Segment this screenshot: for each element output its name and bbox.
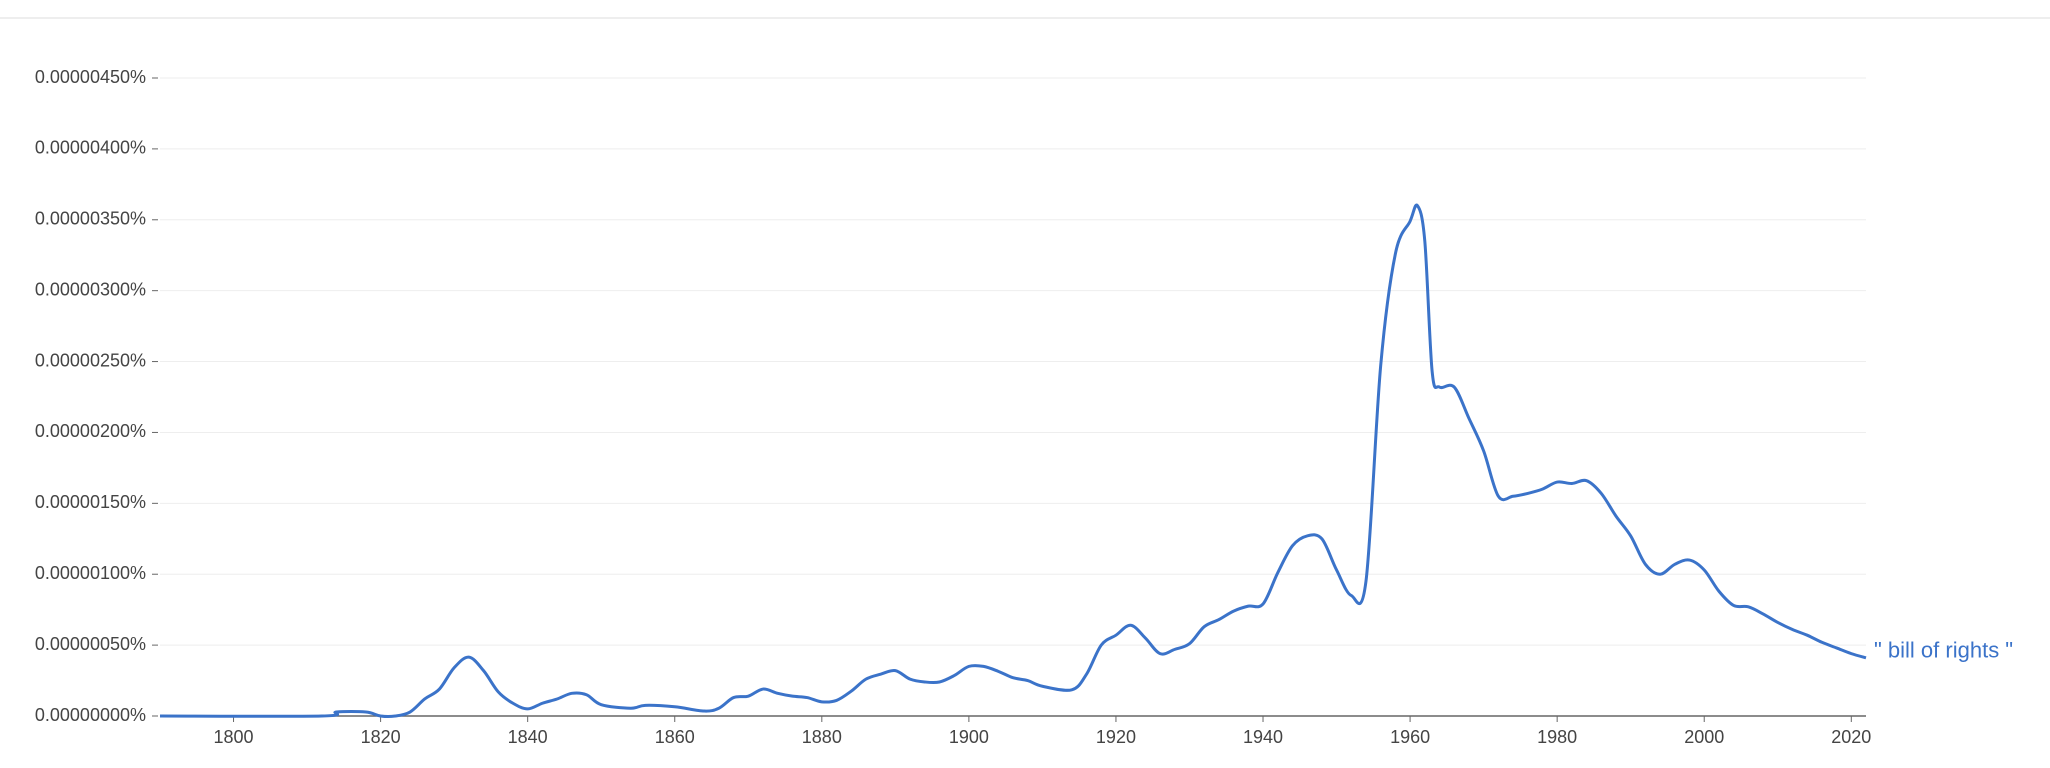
x-tick-label: 1960 [1390, 727, 1430, 747]
x-tick-label: 2000 [1684, 727, 1724, 747]
y-tick-label: 0.00000100% [35, 563, 146, 583]
x-tick-label: 1980 [1537, 727, 1577, 747]
y-tick-label: 0.00000050% [35, 634, 146, 654]
y-tick-label: 0.00000200% [35, 421, 146, 441]
y-tick-label: 0.00000250% [35, 350, 146, 370]
y-tick-label: 0.00000150% [35, 492, 146, 512]
y-tick-label: 0.00000350% [35, 209, 146, 229]
x-tick-label: 1840 [508, 727, 548, 747]
y-tick-label: 0.00000450% [35, 67, 146, 87]
y-tick-label: 0.00000400% [35, 138, 146, 158]
x-tick-label: 1920 [1096, 727, 1136, 747]
x-tick-label: 1820 [361, 727, 401, 747]
x-tick-label: 1880 [802, 727, 842, 747]
x-tick-label: 2020 [1831, 727, 1871, 747]
series-label: " bill of rights " [1874, 638, 2013, 663]
series-line [159, 203, 1867, 718]
x-tick-label: 1900 [949, 727, 989, 747]
x-tick-label: 1860 [655, 727, 695, 747]
y-tick-label: 0.00000300% [35, 279, 146, 299]
x-tick-label: 1800 [214, 727, 254, 747]
y-tick-label: 0.00000000% [35, 705, 146, 725]
x-tick-label: 1940 [1243, 727, 1283, 747]
